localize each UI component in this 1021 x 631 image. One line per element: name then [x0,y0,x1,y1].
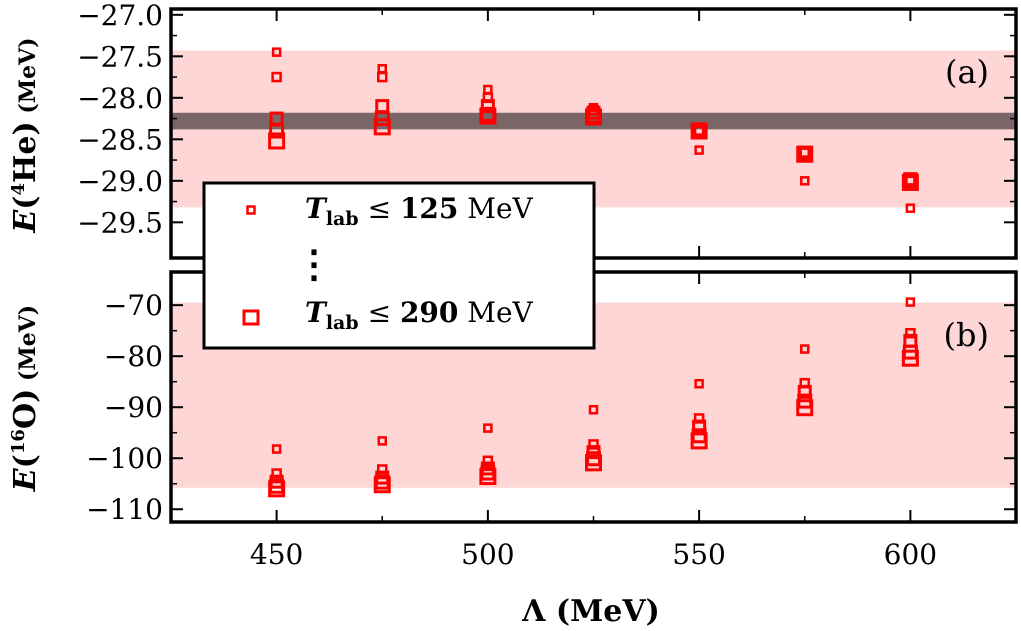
y-tick-label-a-0: −27.0 [77,0,163,32]
y-tick-label-a-1: −27.5 [77,40,163,73]
data-point-a-s0-575 [800,176,810,186]
legend-marker-large [242,309,260,326]
legend: Tlab ≤ 125 MeV ⋮ Tlab ≤ 290 MeV [202,181,596,350]
x-tick-label-2: 550 [672,538,725,571]
data-point-b-s4-550 [690,432,708,450]
data-point-b-s4-475 [373,476,391,494]
data-point-a-s4-500 [479,107,497,125]
data-point-b-s4-500 [479,468,497,486]
data-point-a-s0-450 [271,47,282,57]
legend-box [202,181,596,350]
legend-entry-125: Tlab ≤ 125 MeV [305,192,534,230]
data-point-b-s1-525 [588,439,599,450]
data-point-b-s1-500 [482,455,494,467]
y-axis-title-b: E(16O) (MeV) [8,305,43,492]
panel-label-a: (a) [945,53,989,91]
data-point-b-s0-600 [905,297,916,307]
data-point-a-s4-450 [268,132,286,150]
y-axis-title-a: E(4He) (MeV) [8,37,43,233]
data-point-b-s4-525 [585,454,602,472]
x-tick-label-0: 450 [250,538,303,571]
y-tick-label-b-1: −80 [104,340,163,373]
data-point-b-s1-600 [905,327,916,339]
panel-a: −27.0 −27.5 −28.0 −28.5 −29.0 −29.5 (a) [77,0,1018,260]
data-point-a-s1-475 [377,71,388,83]
data-point-a-s4-600 [901,173,919,191]
legend-entry-290: Tlab ≤ 290 MeV [305,296,534,334]
data-point-a-s0-600 [905,203,916,213]
svg-text:E(4He) (MeV): E(4He) (MeV) [8,37,43,233]
panel-label-b: (b) [944,316,989,354]
data-point-b-s4-450 [268,480,286,498]
legend-ellipsis: ⋮ [295,241,333,286]
x-tick-label-1: 500 [461,538,514,571]
data-point-b-s0-500 [483,423,493,433]
svg-text:E(16O) (MeV): E(16O) (MeV) [8,305,43,492]
data-point-b-s2-550 [692,419,707,434]
data-point-a-s4-525 [585,108,602,126]
data-point-b-s4-575 [796,399,814,417]
y-tick-label-b-4: −110 [86,493,163,526]
y-tick-label-a-3: −28.5 [77,123,163,156]
data-point-a-s4-575 [796,145,814,163]
data-point-b-s4-600 [901,349,919,367]
x-axis-title: Λ (MeV) [521,594,660,629]
x-tick-label-3: 600 [884,538,937,571]
y-tick-label-a-4: −29.0 [77,165,163,198]
data-point-b-s0-550 [694,378,704,389]
y-tick-label-a-5: −29.5 [77,206,163,239]
y-tick-label-b-3: −100 [86,442,163,475]
y-tick-label-b-2: −90 [104,391,163,424]
data-point-b-s2-575 [797,384,812,399]
data-point-b-s0-525 [588,405,599,415]
data-point-a-s3-450 [269,123,285,139]
data-point-a-s1-450 [271,71,282,83]
data-point-b-s0-575 [800,344,810,354]
y-tick-label-b-0: −70 [104,289,163,322]
data-point-b-s0-450 [271,444,282,454]
legend-marker-small [246,205,256,215]
data-point-a-s0-550 [694,145,704,155]
data-point-a-s2-500 [480,99,495,114]
y-tick-label-a-2: −28.0 [77,82,163,115]
plot-area-a [171,47,1016,213]
data-point-b-s0-475 [377,436,387,446]
data-point-a-s4-475 [373,118,391,136]
data-point-a-s4-550 [690,122,708,140]
